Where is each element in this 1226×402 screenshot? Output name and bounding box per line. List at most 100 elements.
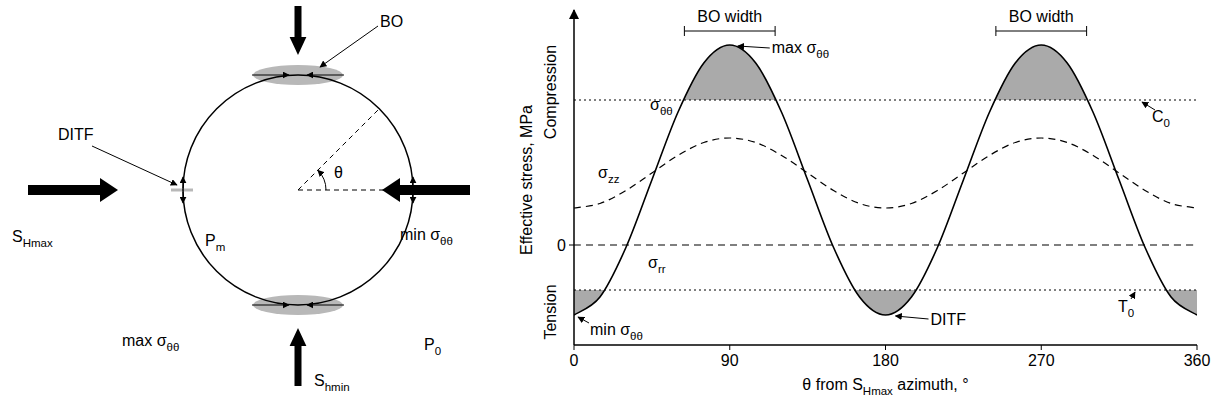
x-tick-label-part: 270 (1028, 352, 1055, 369)
figure: BODITFSHmaxPmθmin σθθmax σθθP0Shmin09018… (0, 0, 1226, 402)
leader-strength (1142, 102, 1155, 110)
label-min-stt: min σθθ (400, 226, 453, 247)
y-axis-title: Effective stress, MPa (518, 105, 535, 255)
label-p0-part: P (424, 336, 435, 353)
x-tick (1197, 345, 1198, 350)
y-side-label-part: Tension (542, 284, 559, 339)
leader-annotation (896, 316, 929, 319)
strength-line (574, 290, 1197, 291)
shmin-arrow-top-head (290, 37, 307, 55)
compression-arrow (252, 305, 289, 306)
label-min-stt-part: θθ (440, 235, 453, 247)
tension-arrow (183, 177, 184, 188)
shmin-arrow-top (290, 6, 307, 55)
shmin-arrow-top-shaft (295, 6, 302, 37)
y-axis (573, 10, 575, 345)
shmax-arrow-left (28, 178, 118, 202)
x-tick (729, 345, 730, 350)
shmax-arrow-left-shaft (28, 185, 100, 195)
failure-zone (574, 290, 1197, 315)
leader-strength (1131, 292, 1135, 299)
label-shmin-part: hmin (325, 381, 350, 393)
failure-zone (574, 45, 1197, 100)
label-p0: P0 (424, 336, 441, 357)
label-pm-part: m (216, 241, 226, 253)
tension-arrow (183, 192, 184, 203)
bo-width-label: BO width (697, 8, 762, 25)
series-label-part: θθ (660, 105, 673, 117)
annotation-label-part: DITF (931, 311, 967, 328)
leader-annotation (578, 317, 589, 323)
label-ditf: DITF (58, 126, 94, 143)
annotation-label-part: min σ (590, 321, 630, 338)
x-tick (1041, 345, 1042, 350)
shmin-arrow-bottom-shaft (295, 346, 302, 386)
compression-arrow (252, 75, 289, 76)
annotation-label: min σθθ (590, 321, 643, 342)
series-label-part: rr (658, 263, 666, 275)
bo-width-bracket (684, 31, 775, 32)
series-label: σθθ (650, 96, 673, 117)
label-theta-part: θ (334, 164, 343, 181)
shmax-arrow-right-head (382, 178, 400, 202)
strength-label-part: C (1152, 108, 1164, 125)
strength-label: T0 (1118, 298, 1134, 319)
label-shmax-part: S (12, 228, 23, 245)
annotation-label-part: θθ (630, 330, 643, 342)
label-pm-part: P (205, 232, 216, 249)
x-tick-label-part: 0 (570, 352, 579, 369)
label-max-stt-part: θθ (167, 341, 180, 353)
leader-ditf (92, 146, 177, 185)
x-tick-label: 180 (872, 352, 899, 369)
stress-curve (574, 138, 1197, 208)
borehole-fill (183, 75, 413, 305)
failure-shading (574, 290, 1197, 315)
x-tick (885, 345, 886, 350)
bo-width-bracket (996, 31, 1087, 32)
strength-label-part: 0 (1164, 117, 1170, 129)
label-shmin: Shmin (314, 372, 350, 393)
x-tick-label-part: 360 (1184, 352, 1211, 369)
y-side-label: Tension (542, 284, 559, 339)
x-axis-title-part: Hmax (863, 385, 893, 397)
label-pm: Pm (205, 232, 225, 253)
label-shmax: SHmax (12, 228, 53, 249)
strength-label-part: 0 (1128, 307, 1134, 319)
label-theta: θ (334, 164, 343, 181)
ditf-left (171, 189, 193, 192)
angle-radius (298, 109, 379, 190)
leader-bo (320, 26, 378, 67)
label-bo: BO (380, 13, 403, 30)
shmax-arrow-left-head (100, 178, 118, 202)
y-tick-label-part: 0 (557, 237, 566, 254)
y-side-label: Compression (542, 45, 559, 139)
label-shmax-part: Hmax (23, 237, 53, 249)
x-tick-label: 0 (570, 352, 579, 369)
series-label-part: σ (650, 96, 660, 113)
x-tick (574, 345, 575, 350)
series-label-part: σ (648, 254, 658, 271)
shmax-arrow-right (382, 178, 470, 202)
label-p0-part: 0 (435, 345, 441, 357)
label-shmin-part: S (314, 372, 325, 389)
shmin-arrow-bottom-head (290, 328, 307, 346)
leader-annotation (738, 46, 770, 48)
y-side-label-part: Compression (542, 45, 559, 139)
x-axis-title-part: θ from S (802, 376, 862, 393)
x-tick-label: 270 (1028, 352, 1055, 369)
label-max-stt-part: max σ (122, 332, 167, 349)
x-tick-label-part: 180 (872, 352, 899, 369)
x-tick-label-part: 90 (721, 352, 739, 369)
shmax-arrow-right-shaft (400, 185, 470, 195)
annotation-label-part: max σ (772, 39, 817, 56)
bo-width-end (1086, 26, 1087, 36)
bo-width-label: BO width (1009, 8, 1074, 25)
borehole-diagram: BODITFSHmaxPmθmin σθθmax σθθP0Shmin (12, 13, 453, 393)
annotation-label: max σθθ (772, 39, 829, 60)
series-label-part: zz (608, 173, 620, 185)
label-bo-part: BO (380, 13, 403, 30)
bo-width-end (995, 26, 996, 36)
strength-line (574, 100, 1197, 101)
stress-curve (574, 244, 1197, 245)
series-label: σrr (648, 254, 666, 275)
